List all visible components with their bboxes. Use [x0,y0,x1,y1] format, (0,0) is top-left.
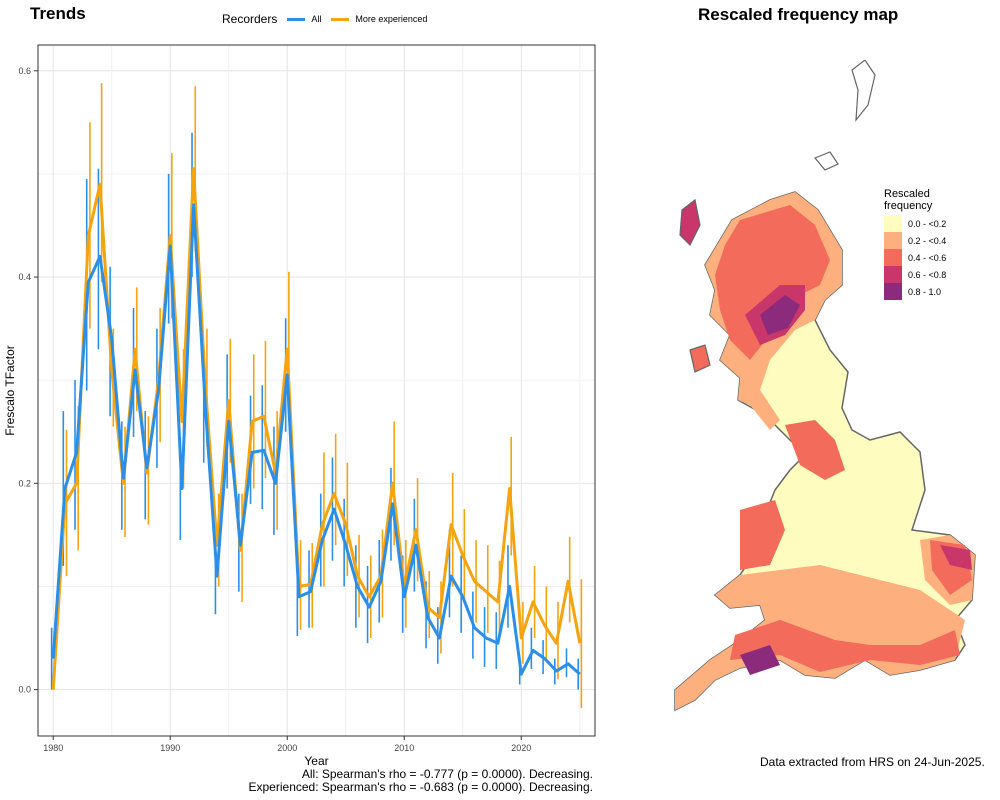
data-source-note: Data extracted from HRS on 24-Jun-2025. [760,755,985,769]
map-legend-label: 0.2 - <0.4 [908,235,947,246]
map-legend-swatch [884,232,902,249]
plot-frame [37,44,596,737]
zone-0-8-1-0 [760,295,800,335]
map-legend-row: 0.4 - <0.6 [884,249,946,266]
trends-chart: 0.0 0.2 0.4 0.6 1980 1990 2000 2010 2020 Year Fr… [3,44,596,768]
map-legend-row: 0.8 - 1.0 [884,283,946,300]
zone-wales-coral [740,500,785,570]
legend-label-all: All [311,14,322,24]
x-axis-label: Year [304,754,328,768]
x-tick-label: 1980 [43,743,63,753]
map-legend-label: 0.8 - 1.0 [908,286,942,297]
series-line-all [51,203,581,676]
zone-north-england [785,420,845,480]
chart-legend: Recorders All More experienced [222,12,427,26]
zone-sw-dark [740,645,780,675]
map-legend-row: 0.6 - <0.8 [884,266,946,283]
zone-east-dark [940,545,972,570]
map-legend-title-1: Rescaled [884,188,930,200]
zone-0-4-0-6 [715,205,830,360]
legend-swatch-all [287,17,306,21]
map-title: Rescaled frequency map [698,5,899,24]
map-fill [674,60,976,712]
map-legend-label: 0.4 - <0.6 [908,252,947,263]
map-legend-title-2: frequency [884,200,933,212]
map-legend-swatch [884,283,902,300]
map-legend-label: 0.0 - <0.2 [908,218,947,229]
zone-south-coral [730,620,960,672]
trends-title: Trends [30,4,86,23]
x-tick-label: 1990 [160,743,180,753]
shetland [851,60,876,122]
map-legend: Rescaled frequency 0.0 - <0.2 0.2 - <0.4… [884,188,946,300]
y-tick-label: 0.4 [18,272,31,282]
map-legend-swatch [884,266,902,283]
map-legend-label: 0.6 - <0.8 [908,269,947,280]
orkney [814,151,839,171]
spearman-all: All: Spearman's rho = -0.777 (p = 0.0000… [301,767,593,781]
y-tick-label: 0.2 [18,478,31,488]
x-tick-label: 2000 [277,743,297,753]
x-tick-label: 2010 [394,743,414,753]
axis-ticks: 0.0 0.2 0.4 0.6 1980 1990 2000 2010 2020 [18,66,531,753]
frequency-map [674,60,976,712]
x-tick-label: 2020 [511,743,531,753]
western-isles [679,198,701,247]
grid [38,45,595,736]
islay-area [689,344,711,373]
map-legend-swatch [884,215,902,232]
y-tick-label: 0.6 [18,66,31,76]
series-line-experienced [51,167,582,690]
map-legend-row: 0.0 - <0.2 [884,215,946,232]
y-axis-label: Frescalo TFactor [3,345,17,435]
legend-title: Recorders [222,12,278,26]
spearman-experienced: Experienced: Spearman's rho = -0.683 (p … [248,780,594,794]
map-legend-swatch [884,249,902,266]
legend-swatch-experienced [331,17,350,21]
map-legend-row: 0.2 - <0.4 [884,232,946,249]
legend-label-experienced: More experienced [355,14,428,24]
y-tick-label: 0.0 [18,685,31,695]
